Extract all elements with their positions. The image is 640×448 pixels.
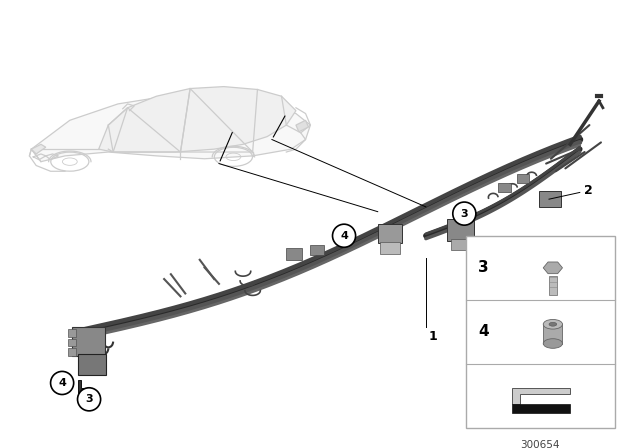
Bar	[310, 246, 324, 255]
Text: 2: 2	[584, 184, 593, 197]
Polygon shape	[31, 96, 310, 162]
Text: 1: 1	[429, 330, 438, 343]
Bar	[380, 242, 400, 254]
Bar	[543, 324, 563, 344]
Bar	[447, 220, 474, 241]
Bar	[451, 239, 470, 250]
Bar	[540, 191, 561, 207]
Text: 300654: 300654	[520, 440, 560, 448]
Bar	[467, 236, 616, 428]
Circle shape	[333, 224, 356, 247]
Text: 3: 3	[478, 260, 489, 276]
Bar	[513, 404, 570, 414]
Text: 4: 4	[340, 231, 348, 241]
Polygon shape	[77, 380, 84, 392]
Bar	[517, 174, 529, 183]
Ellipse shape	[543, 339, 563, 348]
Bar	[72, 327, 106, 356]
Ellipse shape	[549, 323, 557, 326]
Circle shape	[452, 202, 476, 225]
Bar	[498, 183, 511, 193]
Polygon shape	[99, 86, 296, 152]
Bar	[378, 224, 402, 243]
Text: 4: 4	[478, 324, 489, 340]
Bar	[68, 339, 76, 346]
Text: 3: 3	[461, 209, 468, 219]
Ellipse shape	[543, 319, 563, 329]
Polygon shape	[513, 388, 570, 404]
Text: 4: 4	[58, 378, 66, 388]
Polygon shape	[296, 120, 308, 132]
Bar	[68, 329, 76, 337]
Bar	[68, 348, 76, 356]
Text: 3: 3	[85, 394, 93, 404]
Circle shape	[77, 388, 100, 411]
Bar	[286, 248, 301, 260]
Circle shape	[51, 371, 74, 395]
Bar	[549, 276, 557, 295]
Polygon shape	[31, 144, 46, 154]
Bar	[77, 354, 106, 375]
Polygon shape	[543, 262, 563, 274]
